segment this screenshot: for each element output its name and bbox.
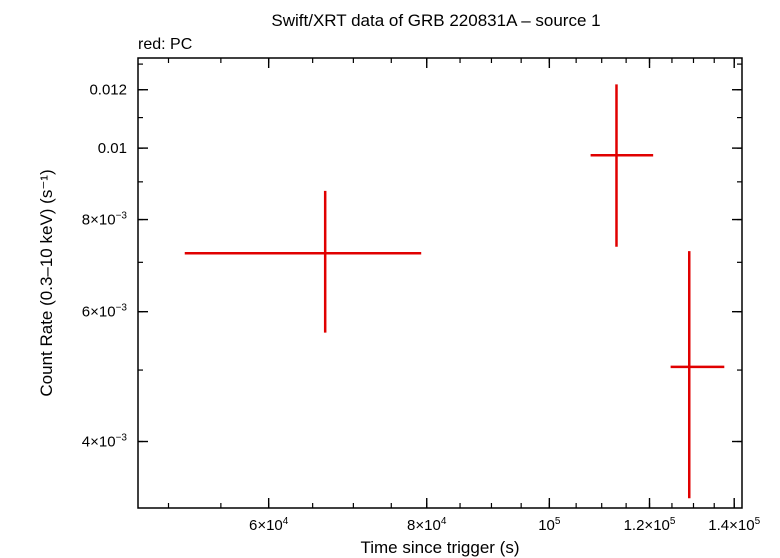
y-axis-label: Count Rate (0.3–10 keV) (s⁻¹) — [37, 169, 56, 396]
y-tick-label: 0.012 — [89, 82, 127, 99]
chart-title: Swift/XRT data of GRB 220831A – source 1 — [271, 11, 600, 30]
x-tick-label: 6×104 — [249, 516, 289, 534]
y-tick-label: 0.01 — [98, 140, 127, 157]
data-point — [590, 84, 654, 247]
x-tick-label: 8×104 — [407, 516, 447, 534]
x-tick-label: 1.2×105 — [624, 516, 676, 534]
major-ticks — [138, 58, 742, 508]
y-tick-labels: 4×10−3 6×10−3 8×10−3 0.01 0.012 — [82, 82, 128, 451]
x-tick-labels: 6×104 8×104 105 1.2×105 1.4×105 — [249, 516, 761, 534]
minor-ticks — [138, 58, 742, 508]
plot-frame — [137, 57, 743, 509]
x-axis-label: Time since trigger (s) — [360, 538, 519, 557]
y-tick-label: 4×10−3 — [82, 433, 128, 451]
x-tick-label: 1.4×105 — [708, 516, 760, 534]
data-marks — [184, 84, 725, 499]
y-tick-label: 6×10−3 — [82, 303, 128, 321]
data-point — [184, 190, 422, 333]
chart-subtitle: red: PC — [138, 36, 192, 53]
x-tick-label: 105 — [538, 516, 561, 534]
y-tick-label: 8×10−3 — [82, 211, 128, 229]
data-point — [670, 251, 725, 499]
